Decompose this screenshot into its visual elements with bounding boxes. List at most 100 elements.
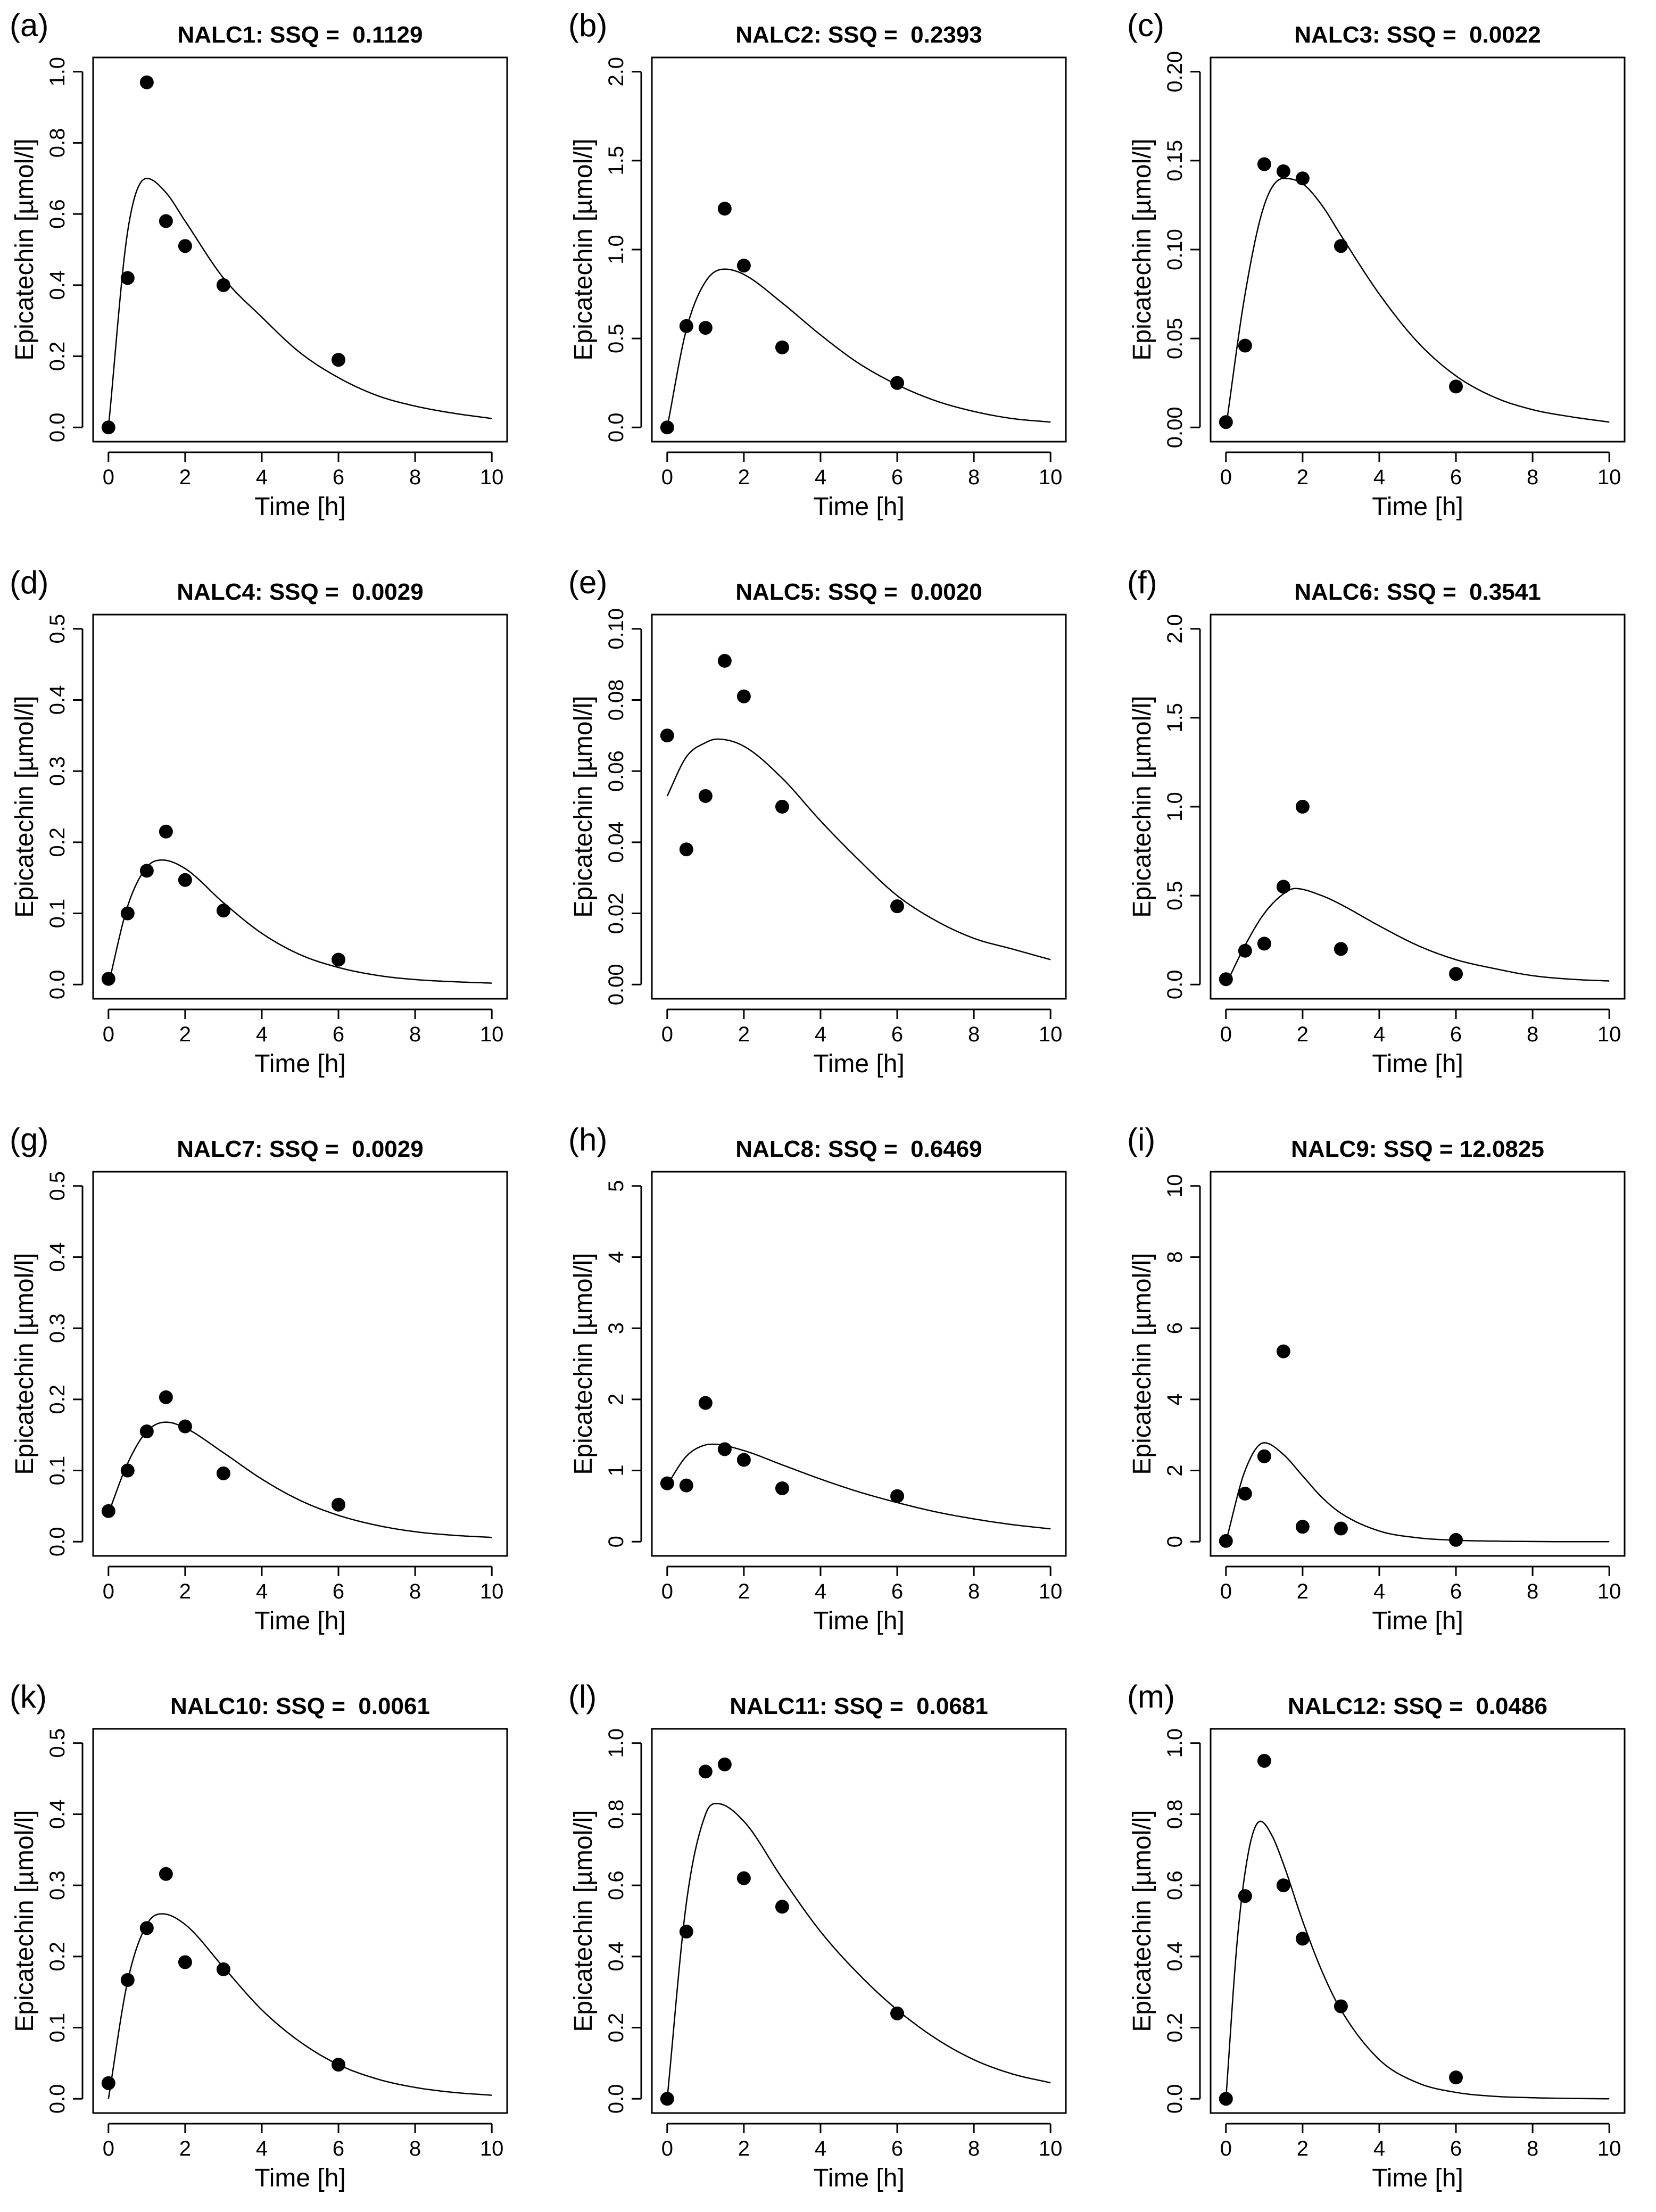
y-tick-label: 5 xyxy=(605,1180,628,1192)
data-point xyxy=(698,1396,713,1410)
fit-curve xyxy=(107,859,492,985)
y-tick-label: 0.5 xyxy=(46,614,69,644)
data-point xyxy=(1257,1754,1271,1768)
y-tick-label: 0.10 xyxy=(1163,229,1187,270)
y-tick-label: 0.2 xyxy=(46,1385,69,1414)
panel-11: (l) NALC11: SSQ = 0.0681 0 2 4 6 8 10 Time [h] 0.… xyxy=(568,1679,1067,2192)
data-point xyxy=(332,353,346,367)
chart-title: NALC1: SSQ = 0.1129 xyxy=(178,22,423,48)
x-axis-label: Time [h] xyxy=(254,2164,346,2192)
data-point xyxy=(159,1867,173,1881)
y-tick-label: 0.2 xyxy=(46,1942,69,1971)
x-tick-label: 10 xyxy=(480,2137,504,2160)
panel-12: (m) NALC12: SSQ = 0.0486 0 2 4 6 8 10 Time [h] 0.… xyxy=(1127,1679,1626,2192)
x-tick-label: 2 xyxy=(1297,466,1309,489)
data-point xyxy=(890,899,905,914)
x-tick-label: 0 xyxy=(1220,2137,1232,2160)
data-point xyxy=(178,873,192,887)
panel-letter: (l) xyxy=(568,1679,597,1714)
data-point xyxy=(1334,1521,1348,1536)
panel-letter: (e) xyxy=(568,565,607,600)
data-point xyxy=(698,1764,713,1779)
x-tick-label: 4 xyxy=(815,466,826,489)
x-tick-label: 8 xyxy=(1527,466,1538,489)
data-point xyxy=(890,1489,905,1503)
x-tick-label: 0 xyxy=(661,466,673,489)
data-point xyxy=(101,972,115,986)
data-point xyxy=(679,842,693,857)
y-tick-label: 10 xyxy=(1163,1174,1187,1198)
data-point xyxy=(660,2092,674,2106)
y-axis-label: Epicatechin [µmol/l] xyxy=(11,695,39,917)
y-tick-label: 0.8 xyxy=(1163,1800,1187,1829)
data-point xyxy=(1219,1534,1233,1548)
plot-frame xyxy=(1210,614,1626,1000)
panel-3: (c) NALC3: SSQ = 0.0022 0 2 4 6 8 10 Time [h] 0.0… xyxy=(1127,7,1626,521)
panel-8: (h) NALC8: SSQ = 0.6469 0 2 4 6 8 10 Time [h] 0 1 2… xyxy=(568,1122,1067,1635)
data-point xyxy=(139,1424,154,1439)
data-point xyxy=(1257,937,1271,951)
x-axis-label: Time [h] xyxy=(1372,2164,1463,2192)
x-axis-label: Time [h] xyxy=(813,493,905,521)
y-tick-label: 1.5 xyxy=(1163,703,1187,733)
data-point xyxy=(736,259,751,273)
panel-letter: (m) xyxy=(1127,1679,1175,1714)
y-tick-label: 0.1 xyxy=(46,2013,69,2043)
y-tick-label: 0.4 xyxy=(46,1242,69,1272)
x-tick-label: 4 xyxy=(256,2137,268,2160)
panel-10: (k) NALC10: SSQ = 0.0061 0 2 4 6 8 10 Time [h] 0.… xyxy=(10,1679,508,2192)
fit-curve xyxy=(107,1913,492,2099)
data-point xyxy=(120,271,135,285)
data-point xyxy=(1334,239,1348,253)
y-tick-label: 0.0 xyxy=(1163,2084,1187,2114)
y-tick-label: 1.5 xyxy=(605,146,628,176)
x-tick-label: 4 xyxy=(815,2137,826,2160)
y-tick-label: 8 xyxy=(1163,1251,1187,1263)
y-axis-label: Epicatechin [µmol/l] xyxy=(11,138,39,360)
data-point xyxy=(660,1476,674,1490)
chart-title: NALC2: SSQ = 0.2393 xyxy=(735,22,982,48)
x-tick-label: 8 xyxy=(968,466,980,489)
panel-letter: (b) xyxy=(568,7,607,43)
data-point xyxy=(736,689,751,703)
data-point xyxy=(698,321,713,335)
x-tick-label: 0 xyxy=(1220,466,1232,489)
y-tick-label: 0.04 xyxy=(605,822,628,863)
x-tick-label: 2 xyxy=(738,1023,750,1046)
y-tick-label: 1.0 xyxy=(1163,1728,1187,1758)
y-tick-label: 2 xyxy=(605,1394,628,1405)
x-tick-label: 6 xyxy=(891,1023,903,1046)
y-axis-label: Epicatechin [µmol/l] xyxy=(1128,1810,1156,2032)
y-tick-label: 0.6 xyxy=(1163,1870,1187,1900)
y-tick-label: 4 xyxy=(605,1251,628,1263)
y-tick-label: 0.2 xyxy=(605,2013,628,2043)
data-point xyxy=(178,239,192,253)
plot-frame xyxy=(1210,56,1626,443)
y-tick-label: 0.06 xyxy=(605,750,628,792)
y-tick-label: 0.3 xyxy=(46,756,69,786)
y-axis-label: Epicatechin [µmol/l] xyxy=(11,1810,39,2032)
x-axis-label: Time [h] xyxy=(1372,1607,1463,1635)
x-tick-label: 6 xyxy=(891,2137,903,2160)
x-tick-label: 4 xyxy=(1373,2137,1385,2160)
panel-letter: (k) xyxy=(10,1679,47,1714)
panel-letter: (i) xyxy=(1127,1122,1155,1157)
fit-curve xyxy=(107,178,492,428)
y-tick-label: 1.0 xyxy=(1163,792,1187,822)
y-tick-label: 0.05 xyxy=(1163,318,1187,359)
data-point xyxy=(139,75,154,89)
x-tick-label: 8 xyxy=(409,1023,421,1046)
plot-frame xyxy=(651,1728,1067,2114)
data-point xyxy=(1449,1532,1463,1547)
panel-letter: (f) xyxy=(1127,565,1157,600)
y-tick-label: 3 xyxy=(605,1322,628,1334)
y-tick-label: 0.2 xyxy=(46,827,69,857)
y-axis-label: Epicatechin [µmol/l] xyxy=(1128,1253,1156,1474)
y-tick-label: 4 xyxy=(1163,1394,1187,1405)
y-axis-label: Epicatechin [µmol/l] xyxy=(569,695,598,917)
chart-title: NALC5: SSQ = 0.0020 xyxy=(735,579,982,605)
panel-letter: (a) xyxy=(10,7,48,43)
x-tick-label: 8 xyxy=(968,1023,980,1046)
data-point xyxy=(775,1900,789,1914)
data-point xyxy=(717,202,732,216)
